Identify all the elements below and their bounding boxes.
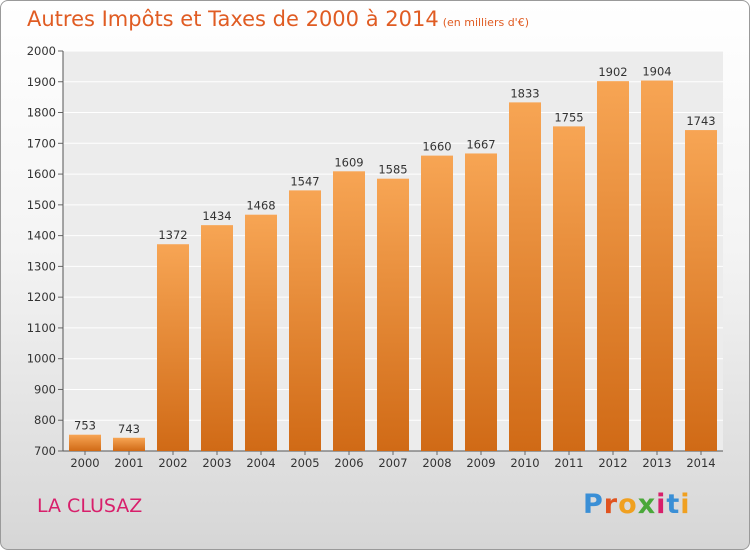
bar-value-label: 1585	[378, 163, 407, 177]
y-tick-label: 1200	[27, 290, 56, 304]
chart-unit: (en milliers d'€)	[442, 16, 529, 29]
y-tick-label: 1400	[27, 229, 56, 243]
y-tick-label: 1900	[27, 75, 56, 89]
bar-value-label: 1667	[466, 137, 495, 151]
bar-value-label: 1904	[642, 65, 671, 79]
bar	[553, 126, 585, 451]
x-tick-label: 2013	[642, 456, 671, 470]
logo-letter: i	[656, 489, 667, 520]
x-tick-label: 2012	[598, 456, 627, 470]
bar	[333, 171, 365, 452]
logo-letter: t	[666, 489, 681, 520]
bar	[289, 190, 321, 451]
bar	[641, 80, 673, 452]
chart-title-text: Autres Impôts et Taxes de 2000 à 2014	[27, 7, 439, 31]
x-tick-label: 2002	[158, 456, 187, 470]
logo-letter: x	[637, 489, 657, 520]
proxiti-logo: Proxiti	[583, 489, 691, 520]
x-tick-label: 2008	[422, 456, 451, 470]
y-tick-label: 700	[34, 444, 56, 458]
bar	[69, 434, 101, 451]
y-tick-label: 900	[34, 382, 56, 396]
bar	[377, 178, 409, 451]
logo-letter: P	[583, 489, 604, 520]
x-tick-label: 2007	[378, 456, 407, 470]
y-tick-label: 1800	[27, 106, 56, 120]
x-tick-label: 2014	[686, 456, 715, 470]
logo-letter: r	[603, 489, 619, 520]
bar	[245, 214, 277, 451]
y-tick-label: 1700	[27, 136, 56, 150]
logo-letter: o	[618, 489, 638, 520]
x-tick-label: 2005	[290, 456, 319, 470]
bar	[421, 155, 453, 451]
x-tick-label: 2004	[246, 456, 275, 470]
bar-value-label: 1755	[554, 110, 583, 124]
y-tick-label: 2000	[27, 44, 56, 58]
x-tick-label: 2010	[510, 456, 539, 470]
x-tick-label: 2001	[114, 456, 143, 470]
y-tick-label: 1100	[27, 321, 56, 335]
bar-value-label: 1660	[422, 140, 451, 154]
bar-value-label: 1468	[246, 199, 275, 213]
y-tick-label: 800	[34, 413, 56, 427]
chart-title: Autres Impôts et Taxes de 2000 à 2014 (en…	[27, 7, 529, 31]
bar-value-label: 743	[118, 422, 140, 436]
bar-value-label: 753	[74, 419, 96, 433]
bar	[509, 102, 541, 451]
bar	[465, 153, 497, 451]
bar-value-label: 1434	[202, 209, 231, 223]
x-tick-label: 2009	[466, 456, 495, 470]
bar-value-label: 1833	[510, 86, 539, 100]
bar-value-label: 1743	[686, 114, 715, 128]
y-tick-label: 1000	[27, 352, 56, 366]
bar-value-label: 1547	[290, 174, 319, 188]
y-tick-label: 1500	[27, 198, 56, 212]
bar-value-label: 1902	[598, 65, 627, 79]
bar	[113, 437, 145, 451]
bar	[597, 81, 629, 452]
y-tick-label: 1600	[27, 167, 56, 181]
y-tick-label: 1300	[27, 259, 56, 273]
bar-value-label: 1372	[158, 228, 187, 242]
bar	[157, 244, 189, 451]
x-tick-label: 2006	[334, 456, 363, 470]
x-tick-label: 2000	[70, 456, 99, 470]
x-tick-label: 2003	[202, 456, 231, 470]
place-name: LA CLUSAZ	[37, 495, 143, 517]
bar	[685, 130, 717, 452]
bar-value-label: 1609	[334, 155, 363, 169]
x-tick-label: 2011	[554, 456, 583, 470]
logo-letter: i	[680, 489, 691, 520]
bar	[201, 225, 233, 451]
